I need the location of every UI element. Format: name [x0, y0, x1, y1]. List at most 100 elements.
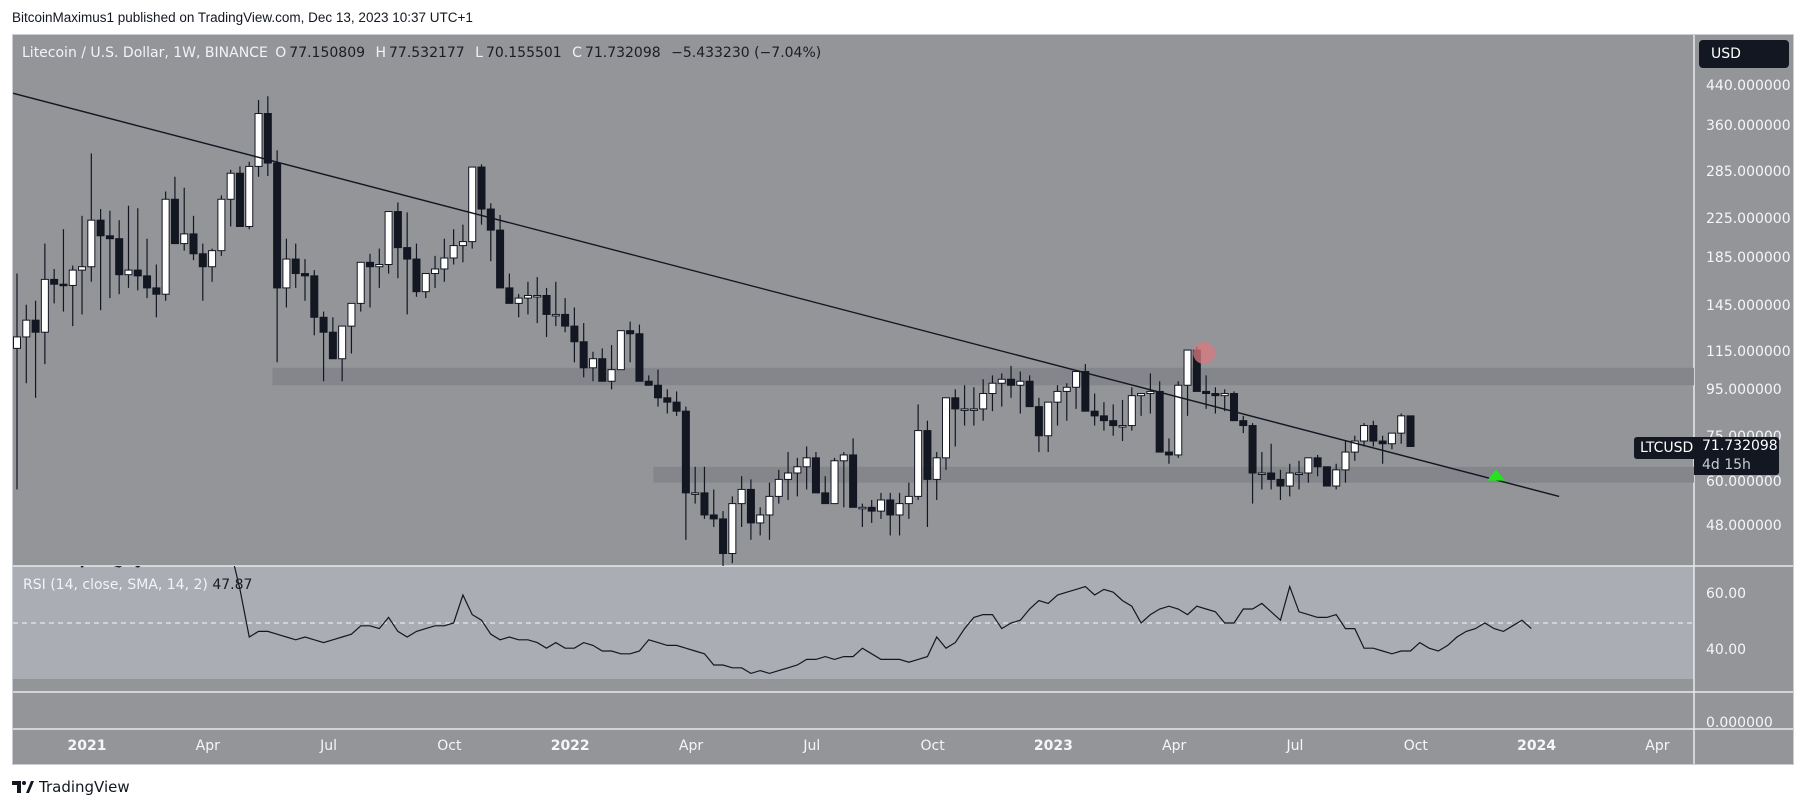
currency-button[interactable]: USD	[1699, 40, 1789, 68]
descending-trendline[interactable]	[6, 92, 1560, 498]
candle	[849, 438, 858, 508]
rsi-tick-label: 40.00	[1706, 642, 1747, 658]
candle-body-up	[1053, 390, 1062, 403]
price-tick-label: 360.000000	[1706, 117, 1791, 134]
candle	[180, 187, 189, 251]
candle	[458, 224, 467, 263]
candle	[969, 387, 978, 426]
price-tick-label: 0.000000	[1706, 714, 1773, 731]
candle-body-up	[1072, 371, 1081, 388]
candle-body-up	[616, 330, 625, 371]
high-value: H 77.532177	[375, 45, 467, 61]
candle-body-up	[338, 325, 347, 360]
candle	[663, 389, 672, 414]
candle-body-down	[570, 325, 579, 343]
candle	[1155, 381, 1164, 453]
candle	[728, 496, 737, 564]
candle-body-down	[152, 287, 161, 295]
candle-body-down	[505, 287, 514, 304]
candle-body-up	[1341, 451, 1350, 471]
candle-body-up	[22, 319, 31, 338]
candle-body-up	[68, 269, 77, 286]
candle	[542, 287, 551, 337]
price-tick-label: 48.000000	[1706, 518, 1782, 534]
candle	[300, 259, 309, 301]
candle	[514, 294, 523, 318]
candle	[626, 321, 635, 363]
open-value: O 77.150809	[275, 45, 368, 61]
candle	[672, 391, 681, 416]
candle	[1276, 469, 1285, 500]
candle-body-up	[1174, 384, 1183, 456]
candle	[393, 202, 402, 279]
candle	[40, 243, 49, 365]
candle-body-down	[635, 333, 644, 382]
rsi-legend: RSI (14, close, SMA, 14, 2) 47.87	[23, 577, 252, 593]
candle	[403, 212, 412, 315]
change-value: −5.433230 (−7.04%)	[671, 45, 822, 61]
candle	[811, 452, 820, 494]
candle	[347, 302, 356, 354]
candle	[867, 499, 876, 523]
candle	[273, 150, 282, 363]
candle-body-down	[1099, 415, 1108, 422]
candle	[1211, 387, 1220, 414]
candle	[607, 345, 616, 390]
candle	[1127, 387, 1136, 431]
candle-body-down	[133, 269, 142, 277]
candle-body-up	[468, 166, 477, 243]
candle-body-up	[932, 457, 941, 480]
candle-body-down	[189, 233, 198, 255]
candle	[756, 507, 765, 536]
candle	[654, 369, 663, 407]
tradingview-logo[interactable]: TradingView	[12, 778, 130, 796]
candle	[263, 96, 272, 177]
candle-body-up	[691, 492, 700, 495]
symbol-description[interactable]: Litecoin / U.S. Dollar, 1W, BINANCE	[22, 45, 268, 61]
candle	[997, 373, 1006, 407]
candle-body-down	[654, 384, 663, 399]
candle-body-up	[1118, 425, 1127, 428]
candle-body-up	[1387, 432, 1396, 445]
candle	[124, 205, 133, 288]
candle	[1034, 397, 1043, 453]
symbol-legend: Litecoin / U.S. Dollar, 1W, BINANCE O 77.…	[22, 45, 824, 61]
candle	[291, 243, 300, 288]
candle-body-down	[598, 358, 607, 382]
candle-body-up	[208, 250, 217, 268]
low-number: 70.155501	[485, 45, 562, 61]
candle	[1090, 393, 1099, 426]
candle-body-up	[802, 457, 811, 468]
candle	[115, 220, 124, 295]
time-tick-label: Jul	[320, 738, 338, 754]
candle-body-up	[728, 503, 737, 555]
price-tick-label: 225.000000	[1706, 211, 1791, 228]
candle	[1183, 349, 1192, 416]
candle-body-down	[310, 275, 319, 318]
candle	[1239, 415, 1248, 434]
rsi-legend-label[interactable]: RSI (14, close, SMA, 14, 2)	[23, 577, 208, 593]
candle-body-down	[1155, 390, 1164, 453]
candle	[1257, 452, 1266, 490]
candle-body-up	[1397, 415, 1406, 434]
candle-body-up	[384, 211, 393, 266]
candle-body-down	[1202, 390, 1211, 395]
time-tick-label: 2022	[550, 738, 590, 754]
candle-body-down	[811, 457, 820, 494]
candle	[700, 466, 709, 519]
candle-body-up	[1304, 457, 1313, 474]
candle-body-down	[143, 275, 152, 289]
candle-body-up	[942, 397, 950, 459]
candle-body-down	[1276, 478, 1285, 487]
rsi-tick-label: 60.00	[1706, 586, 1747, 602]
candle-body-up	[1220, 393, 1229, 397]
candle-body-down	[561, 313, 570, 327]
candle	[1053, 385, 1062, 426]
time-tick-label: Apr	[678, 738, 704, 754]
candle-body-up	[765, 495, 774, 516]
candle	[839, 452, 848, 508]
candle	[59, 229, 68, 312]
candle	[440, 238, 449, 282]
candle	[1174, 381, 1183, 458]
